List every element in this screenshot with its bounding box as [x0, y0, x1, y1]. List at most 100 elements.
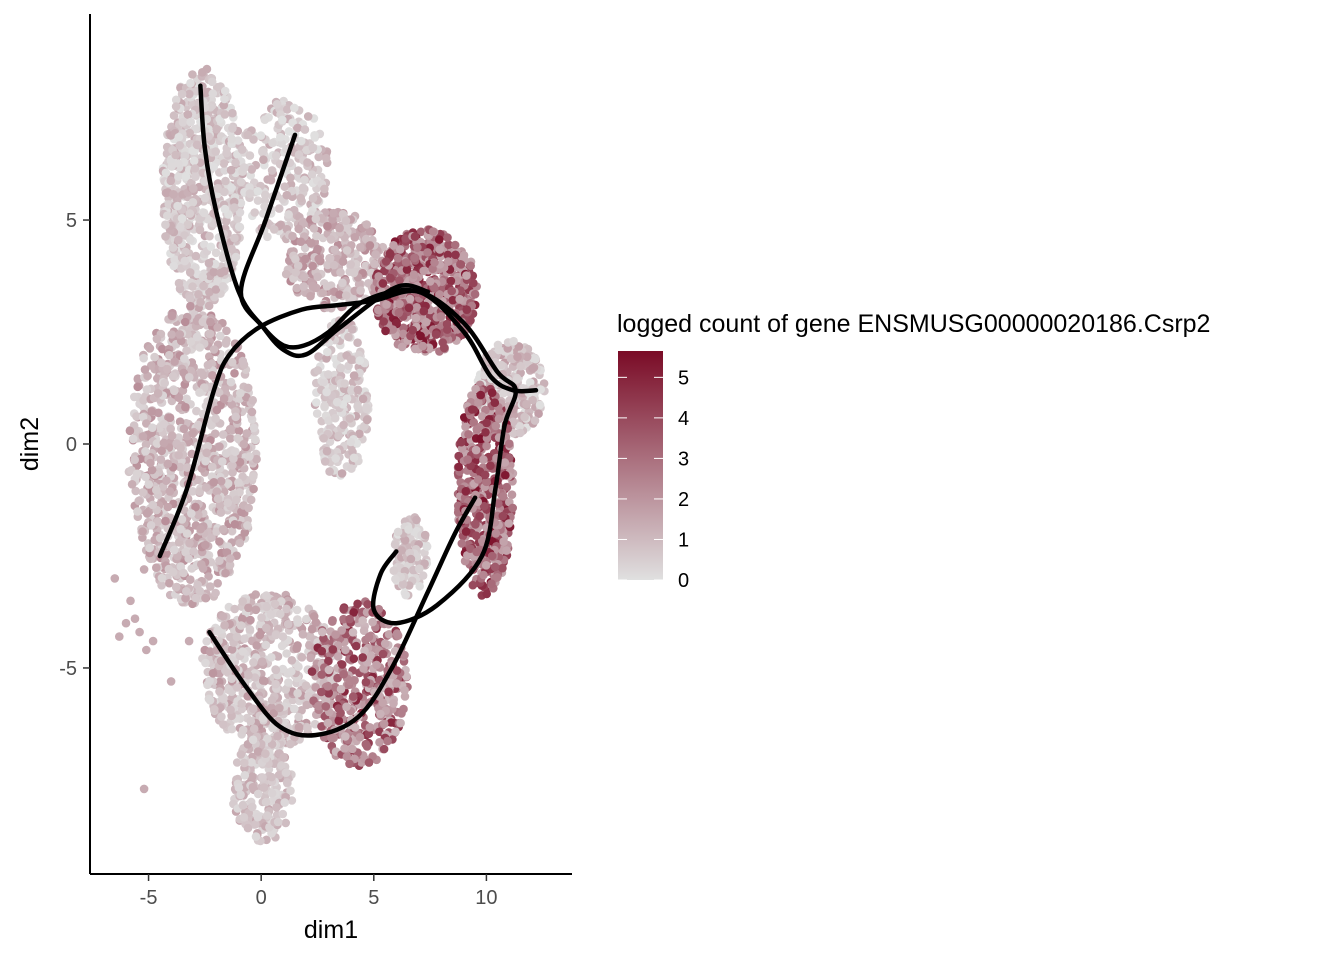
data-point: [166, 176, 176, 186]
data-point: [471, 531, 481, 540]
data-point: [175, 330, 185, 339]
data-point: [456, 437, 466, 447]
data-point: [391, 727, 400, 736]
data-point: [263, 232, 272, 242]
data-point: [303, 112, 313, 121]
data-point: [348, 325, 357, 334]
data-point: [438, 338, 448, 347]
data-point: [513, 352, 522, 362]
data-point: [185, 294, 195, 303]
data-point: [181, 593, 190, 603]
data-point: [249, 423, 259, 433]
data-point: [251, 435, 260, 445]
data-point: [308, 143, 318, 153]
data-point: [218, 457, 227, 466]
data-point: [392, 679, 401, 688]
data-point: [215, 331, 225, 341]
data-point: [185, 89, 194, 99]
data-point: [271, 630, 281, 640]
data-point: [188, 146, 197, 155]
data-point: [256, 131, 266, 140]
data-point: [276, 132, 285, 142]
data-point: [313, 272, 323, 282]
data-point: [504, 519, 514, 528]
data-point: [399, 329, 408, 339]
data-point: [270, 759, 279, 768]
data-point: [208, 669, 218, 678]
data-point: [185, 373, 194, 382]
data-point: [267, 653, 276, 662]
data-point: [364, 758, 374, 767]
data-point: [443, 250, 453, 260]
data-point: [283, 105, 292, 114]
data-point: [228, 461, 237, 470]
data-point: [469, 278, 478, 288]
data-point: [307, 624, 317, 634]
data-point: [308, 281, 317, 291]
data-point: [215, 500, 225, 510]
data-point: [386, 718, 396, 727]
data-point: [402, 672, 411, 681]
data-point: [341, 645, 350, 655]
data-point: [397, 709, 406, 718]
data-point: [194, 290, 203, 299]
data-point: [318, 627, 327, 637]
data-point: [322, 446, 332, 456]
data-point: [363, 600, 373, 609]
data-point: [216, 508, 226, 517]
data-point: [250, 673, 260, 682]
data-point: [497, 360, 506, 370]
data-point: [247, 758, 256, 767]
data-point: [394, 308, 404, 318]
data-point: [453, 276, 462, 286]
data-point: [404, 303, 414, 313]
data-point: [323, 718, 333, 728]
data-point: [227, 358, 237, 367]
data-point: [481, 561, 491, 570]
data-point: [128, 434, 138, 444]
data-point: [176, 222, 185, 232]
data-point: [170, 386, 179, 396]
data-point: [516, 361, 525, 371]
data-point: [300, 272, 309, 282]
data-point: [306, 291, 315, 301]
data-point: [211, 414, 220, 423]
data-point: [166, 424, 175, 434]
data-point: [253, 789, 263, 799]
data-point: [201, 540, 210, 550]
data-point: [410, 232, 420, 241]
data-point: [431, 330, 441, 339]
data-point: [338, 210, 348, 219]
data-point: [185, 268, 195, 277]
data-point: [243, 823, 253, 833]
data-point: [493, 573, 502, 582]
data-point: [531, 354, 540, 364]
data-point: [198, 317, 208, 327]
data-point: [422, 542, 432, 551]
data-point: [186, 117, 195, 127]
data-point: [238, 647, 248, 656]
data-point: [230, 604, 239, 614]
data-point: [191, 251, 201, 261]
data-point: [389, 566, 399, 575]
data-point: [353, 385, 363, 395]
data-point: [227, 134, 237, 144]
data-point: [508, 503, 517, 513]
data-point: [130, 455, 139, 465]
data-point: [245, 452, 254, 461]
data-point: [392, 666, 402, 675]
data-point: [188, 429, 198, 438]
data-point: [180, 506, 189, 515]
data-point: [185, 128, 194, 138]
data-point: [481, 428, 490, 437]
data-point: [260, 202, 269, 211]
data-point: [297, 653, 307, 662]
data-point: [207, 77, 217, 87]
data-point: [186, 235, 195, 245]
data-point: [141, 472, 150, 482]
data-point: [211, 285, 221, 294]
data-point: [379, 744, 389, 754]
data-point: [463, 455, 473, 464]
data-point: [182, 587, 191, 596]
data-point: [195, 388, 204, 397]
